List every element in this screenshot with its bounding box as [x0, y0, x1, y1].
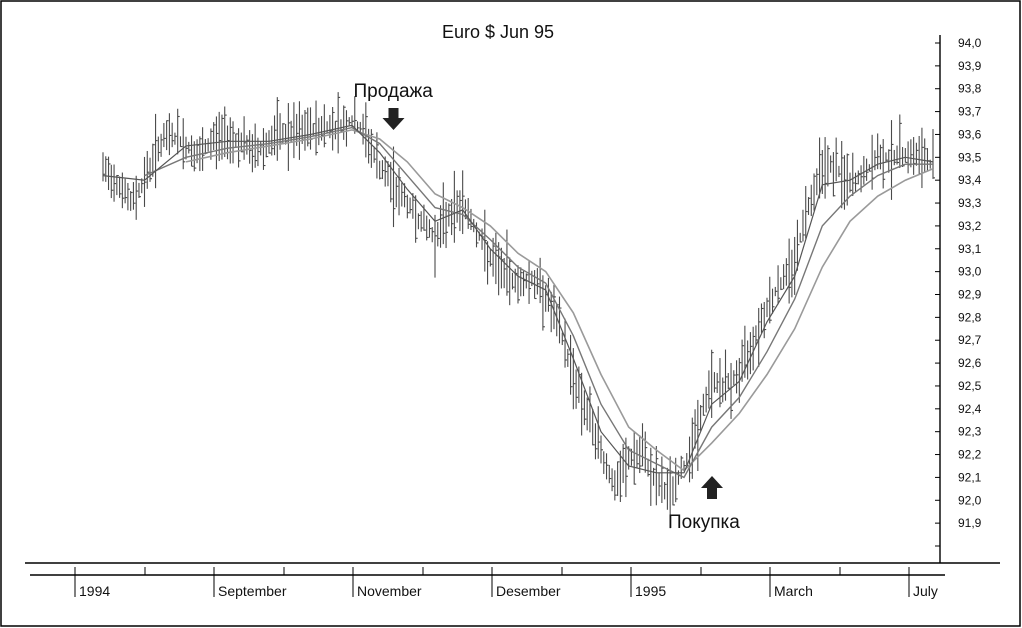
y-tick-label: 93,4	[958, 173, 982, 187]
buy-arrow-up-icon	[701, 476, 723, 499]
y-tick-label: 94,0	[958, 36, 982, 50]
chart-title: Euro $ Jun 95	[442, 22, 554, 42]
moving-average-short-line	[102, 124, 934, 474]
x-tick-label: July	[913, 583, 938, 599]
x-tick-label: 1994	[79, 583, 110, 599]
y-tick-label: 93,9	[958, 59, 982, 73]
x-tick-label: Desember	[496, 583, 561, 599]
y-tick-label: 93,8	[958, 82, 982, 96]
y-tick-label: 93,5	[958, 150, 982, 164]
moving-average-long-line	[185, 129, 934, 472]
y-tick-label: 92,2	[958, 448, 982, 462]
y-tick-label: 93,3	[958, 196, 982, 210]
annotation-sell-label: Продажа	[354, 81, 434, 102]
annotation-buy-label: Покупка	[668, 512, 740, 533]
y-tick-label: 92,7	[958, 333, 982, 347]
x-tick-label: March	[774, 583, 813, 599]
y-tick-label: 93,1	[958, 242, 982, 256]
x-tick-label: 1995	[635, 583, 666, 599]
y-tick-label: 93,0	[958, 265, 982, 279]
y-tick-label: 93,7	[958, 105, 982, 119]
y-tick-label: 92,1	[958, 470, 982, 484]
x-tick-label: November	[357, 583, 422, 599]
y-tick-label: 92,0	[958, 493, 982, 507]
plot-area	[102, 92, 935, 529]
axes: 94,0 93,9 93,8 93,7 93,6 93,5 93,4 93,3 93,2 93,1…	[25, 35, 1000, 599]
moving-average-medium-line	[144, 126, 933, 479]
sell-arrow-down-icon	[382, 108, 405, 130]
y-tick-label: 92,3	[958, 425, 982, 439]
y-tick-label: 92,6	[958, 356, 982, 370]
y-tick-label: 92,9	[958, 288, 982, 302]
y-tick-label: 93,2	[958, 219, 982, 233]
y-tick-label: 92,4	[958, 402, 982, 416]
y-tick-label: 93,6	[958, 127, 982, 141]
y-tick-label: 92,5	[958, 379, 982, 393]
y-tick-label: 91,9	[958, 516, 982, 530]
y-tick-label: 92,8	[958, 310, 982, 324]
annotations: Продажа Покупка	[354, 81, 741, 533]
x-tick-label: September	[218, 583, 287, 599]
